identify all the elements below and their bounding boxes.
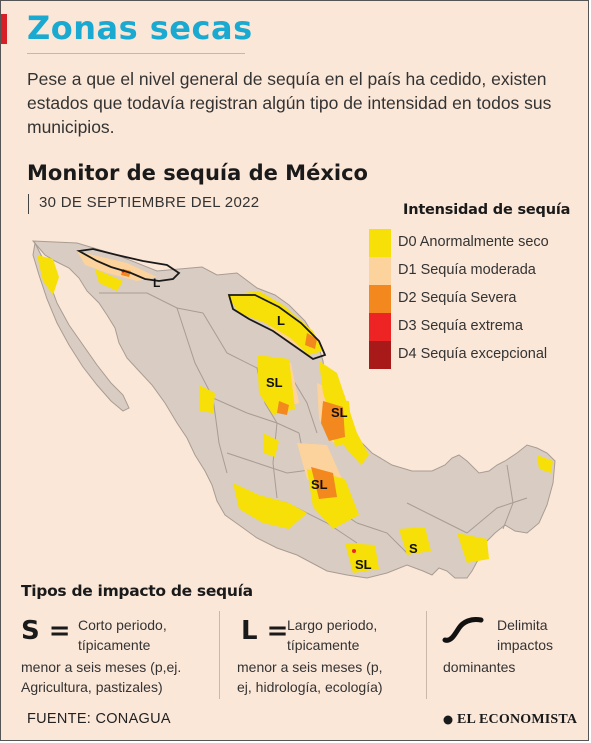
map-date: 30 DE SEPTIEMBRE DEL 2022 (39, 194, 260, 211)
brand-logo-icon (443, 715, 453, 725)
map-title: Monitor de sequía de México (27, 161, 368, 185)
brand-name: EL ECONOMISTA (457, 712, 578, 727)
impact-labels: L L SL SL SL S SL (153, 276, 418, 572)
map-label-s-south: S (409, 541, 418, 556)
impact-s-line3: menor a seis meses (p,ej. (21, 659, 182, 675)
map-label-sl-north: SL (266, 375, 283, 390)
impact-s-line1: Corto periodo, (78, 617, 167, 633)
impact-divider-1 (219, 611, 220, 699)
legend-label-d2: D2 Sequía Severa (398, 290, 517, 306)
drought-map: L L SL SL SL S SL (31, 240, 556, 579)
impact-boundaries (76, 248, 327, 360)
boundary-line3: dominantes (443, 659, 516, 675)
impact-s-line4: Agricultura, pastizales) (21, 679, 163, 695)
legend-label-d3: D3 Sequía extrema (398, 318, 523, 334)
impact-l-line3: menor a seis meses (p, (237, 659, 383, 675)
legend-label-d1: D1 Sequía moderada (398, 262, 536, 278)
date-divider (28, 194, 29, 214)
legend-swatch-d0 (369, 229, 391, 257)
map-label-sl-east: SL (331, 405, 348, 420)
legend-swatch-d3 (369, 313, 391, 341)
legend-swatch-d2 (369, 285, 391, 313)
title-underline (27, 53, 245, 54)
impact-s-line2: típicamente (78, 637, 151, 653)
legend-label-d4: D4 Sequía excepcional (398, 346, 548, 362)
impact-l-line2: típicamente (287, 637, 360, 653)
intro-text: Pese a que el nivel general de sequía en… (27, 69, 552, 137)
map-label-l-north: L (153, 276, 160, 290)
legend-swatch-d1 (369, 257, 391, 285)
source-credit: FUENTE: CONAGUA (27, 711, 171, 727)
impact-symbol-l: L = (241, 616, 289, 646)
legend-swatch-d4 (369, 341, 391, 369)
impact-l-line1: Largo periodo, (287, 617, 378, 633)
boundary-line2: impactos (497, 637, 554, 653)
legend-title: Intensidad de sequía (403, 202, 571, 218)
boundary-line-icon (442, 617, 484, 643)
legend-label-d0: D0 Anormalmente seco (398, 234, 549, 250)
map-label-sl-south: SL (355, 557, 372, 572)
impact-l-line4: ej, hidrología, ecología) (237, 679, 383, 695)
d0-regions (37, 255, 553, 573)
title-accent-bar (1, 14, 7, 44)
page-title: Zonas secas (27, 9, 253, 47)
map-label-sl-center: SL (311, 477, 328, 492)
boundary-line1: Delimita (497, 617, 548, 633)
map-label-l-northeast: L (277, 313, 285, 328)
impact-section-title: Tipos de impacto de sequía (21, 582, 253, 600)
d2-regions (121, 269, 345, 499)
impact-symbol-s: S = (21, 616, 71, 646)
impact-divider-2 (426, 611, 427, 699)
